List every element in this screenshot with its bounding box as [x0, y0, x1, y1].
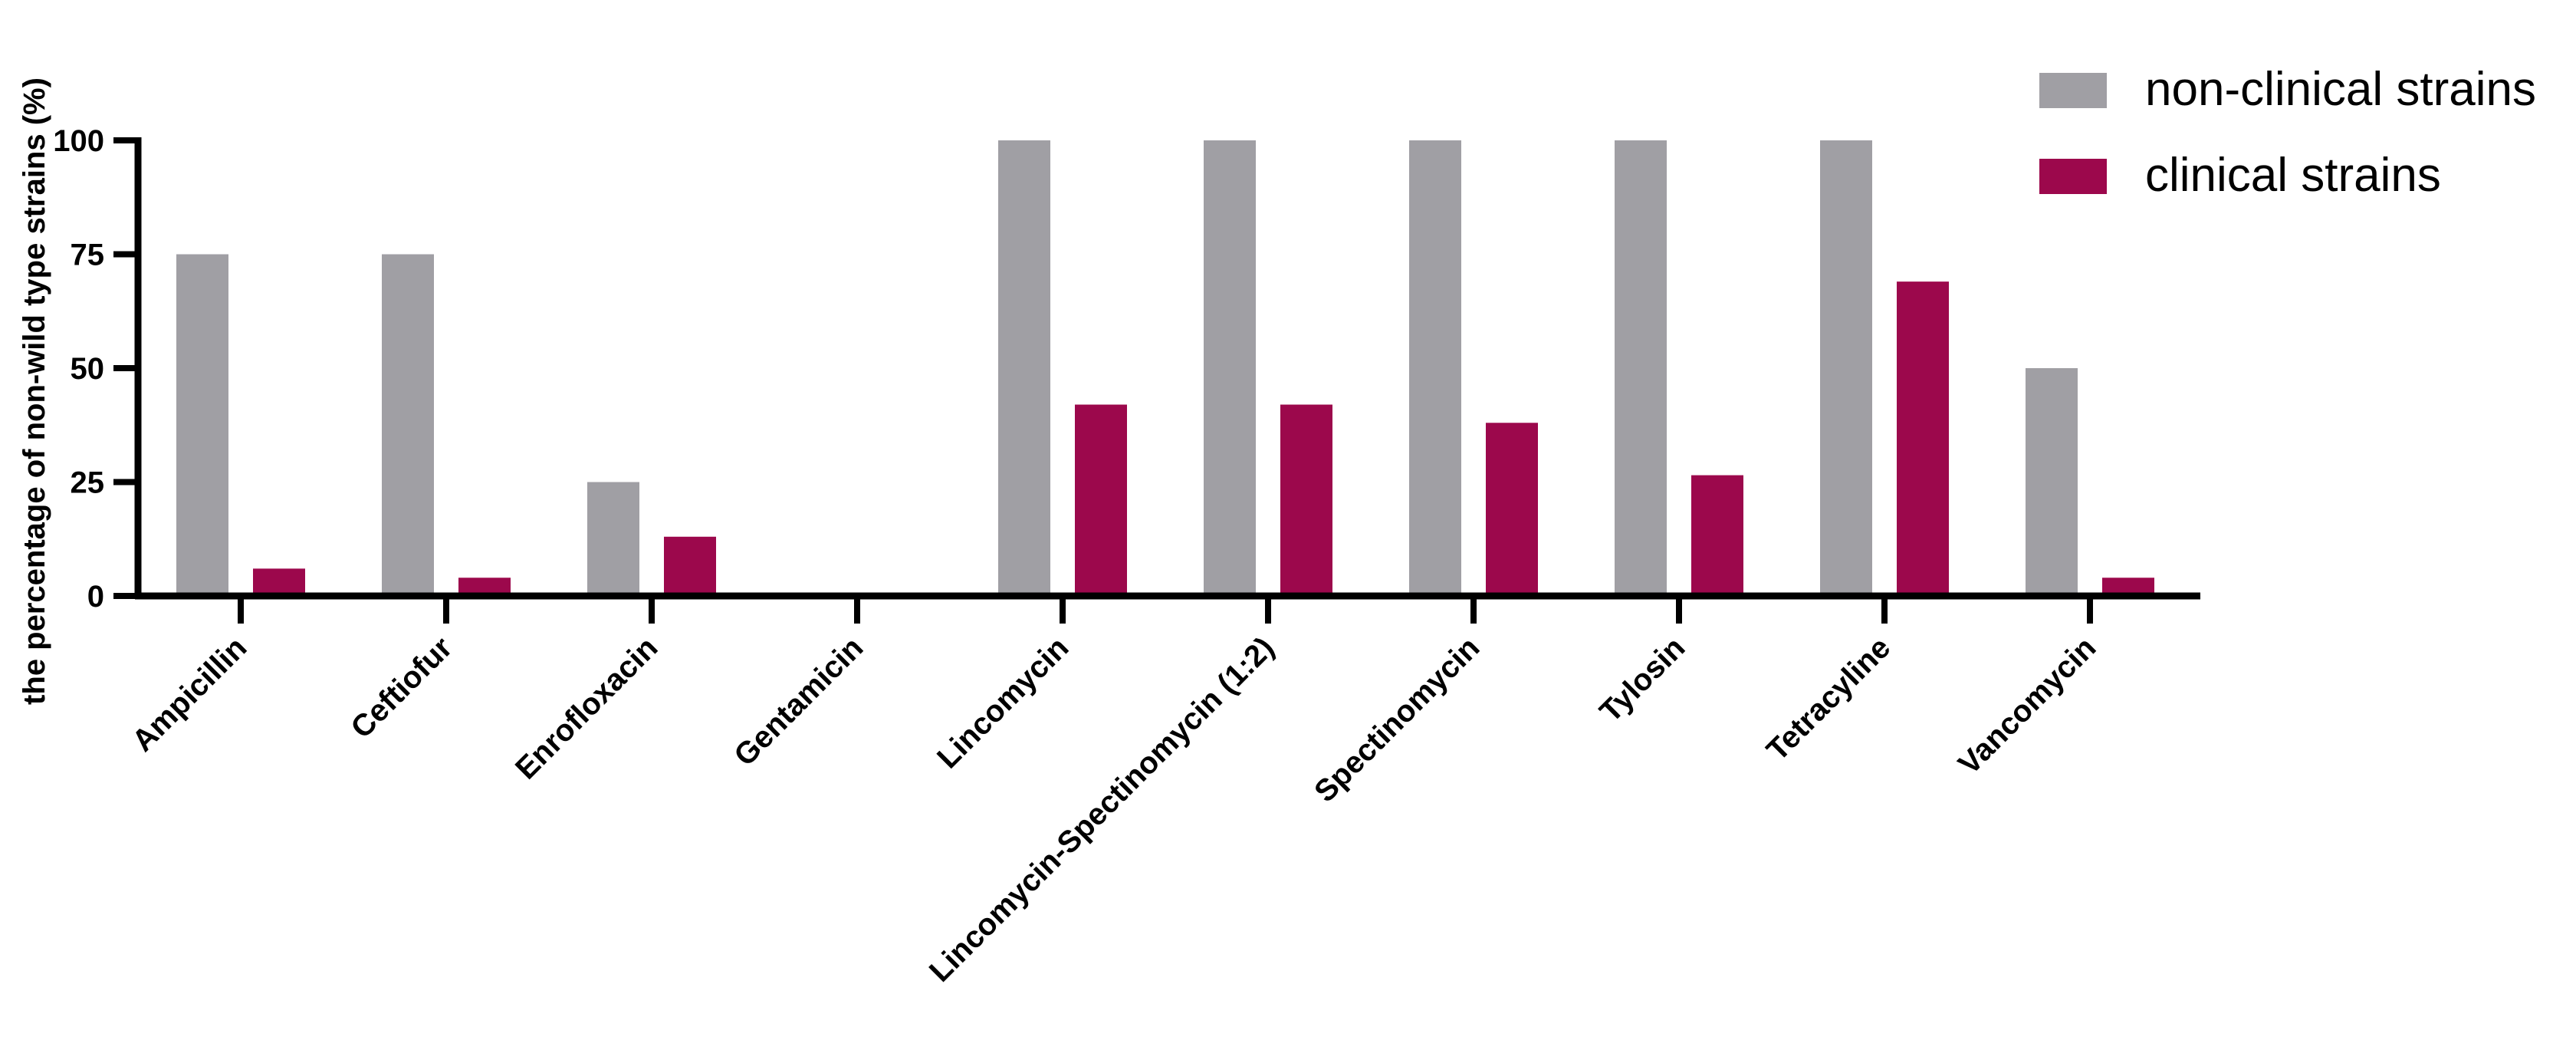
x-tick-label: Tylosin: [1593, 630, 1691, 729]
y-tick-label: 75: [71, 239, 105, 272]
bar-clinical-10: [2102, 578, 2154, 596]
axes-layer: [134, 137, 2200, 600]
bar-non-clinical-10: [2026, 368, 2078, 596]
x-tick-label: Lincomycin: [931, 630, 1075, 775]
bar-clinical-8: [1691, 475, 1743, 596]
bar-non-clinical-6: [1204, 140, 1256, 596]
legend-swatch-non-clinical: [2039, 73, 2107, 108]
legend-label-clinical: clinical strains: [2145, 149, 2441, 202]
bar-non-clinical-8: [1615, 140, 1667, 596]
bar-clinical-5: [1075, 404, 1127, 596]
y-tick-label: 0: [87, 580, 104, 614]
bar-clinical-9: [1897, 281, 1949, 596]
bar-non-clinical-5: [998, 140, 1050, 596]
bar-clinical-6: [1280, 404, 1332, 596]
y-tick-label: 50: [71, 352, 105, 386]
y-axis-title: the percentage of non-wild type strains …: [18, 77, 51, 705]
bar-clinical-7: [1486, 423, 1538, 596]
bar-non-clinical-3: [587, 482, 639, 596]
x-tick-label: Tetracyline: [1760, 630, 1897, 767]
x-tick-label: Lincomycin-Spectinomycin (1:2): [923, 630, 1280, 988]
y-ticks: 0 25 50 75 100: [53, 124, 138, 614]
x-tick-label: Ampicillin: [126, 630, 253, 758]
y-tick-label: 100: [53, 124, 104, 158]
x-tick-label: Vancomycin: [1952, 630, 2102, 781]
legend: non-clinical strains clinical strains: [2039, 63, 2536, 202]
x-tick-label: Enrofloxacin: [509, 630, 664, 785]
bars-layer: [176, 140, 2154, 596]
bar-non-clinical-2: [382, 254, 434, 596]
x-ticks: Ampicillin Ceftiofur Enrofloxacin Gentamici…: [126, 596, 2102, 989]
bar-clinical-1: [253, 568, 305, 596]
x-tick-label: Gentamicin: [728, 630, 869, 772]
legend-swatch-clinical: [2039, 159, 2107, 194]
legend-label-non-clinical: non-clinical strains: [2145, 63, 2536, 116]
bar-non-clinical-7: [1409, 140, 1461, 596]
bar-clinical-3: [664, 536, 716, 596]
y-tick-label: 25: [71, 466, 105, 500]
bar-non-clinical-9: [1820, 140, 1872, 596]
x-tick-label: Ceftiofur: [344, 630, 458, 745]
bar-clinical-2: [458, 578, 511, 596]
bar-non-clinical-1: [176, 254, 228, 596]
x-tick-label: Spectinomycin: [1308, 630, 1486, 808]
